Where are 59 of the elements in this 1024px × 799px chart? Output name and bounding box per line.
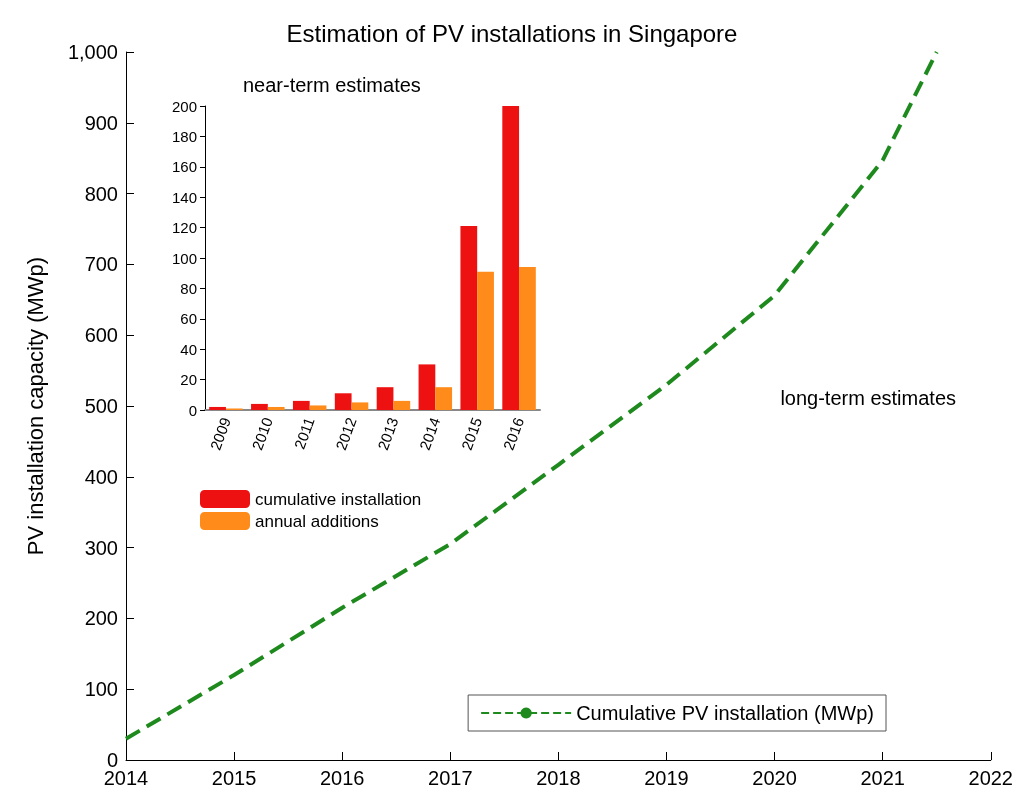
x-tick-label: 2017 (428, 767, 473, 789)
x-tick-label: 2010 (248, 415, 276, 453)
bar (251, 403, 268, 410)
annotation: long-term estimates (780, 387, 957, 409)
chart-title: Estimation of PV installations in Singapore (286, 19, 738, 47)
y-tick-label: 140 (171, 188, 197, 206)
legend-label: Cumulative PV installation (MWp) (576, 702, 874, 724)
x-tick-label: 2009 (206, 415, 234, 453)
y-tick-label: 500 (84, 395, 118, 417)
y-tick-label: 400 (84, 465, 118, 488)
bar (418, 364, 436, 410)
y-tick-label: 160 (171, 158, 197, 176)
y-tick-label: 100 (171, 249, 197, 267)
legend-label: annual additions (255, 511, 379, 531)
bar (502, 106, 520, 410)
y-axis-title: PV installation capacity (MWp) (22, 256, 48, 556)
y-tick-label: 1,000 (67, 41, 118, 63)
bar (477, 271, 494, 410)
y-tick-label: 800 (84, 182, 118, 205)
x-tick-label: 2021 (860, 767, 905, 789)
x-tick-label: 2022 (968, 767, 1013, 789)
bar (435, 387, 453, 410)
bar (209, 406, 226, 410)
y-tick-label: 100 (84, 678, 118, 701)
x-tick-label: 2016 (499, 415, 528, 453)
x-tick-label: 2015 (457, 415, 486, 453)
y-tick-label: 60 (180, 310, 197, 328)
y-tick-label: 700 (84, 253, 118, 276)
bar (309, 405, 327, 410)
x-tick-label: 2016 (319, 767, 365, 789)
x-tick-label: 2018 (536, 767, 581, 789)
y-tick-label: 120 (171, 219, 197, 237)
x-tick-label: 2013 (374, 415, 402, 453)
bar (267, 406, 285, 410)
x-tick-label: 2014 (415, 415, 444, 453)
x-tick-label: 2020 (752, 767, 797, 789)
x-tick-label: 2015 (211, 767, 257, 789)
chart-title: near-term estimates (243, 74, 421, 96)
bar (393, 400, 411, 410)
y-tick-label: 20 (180, 371, 197, 389)
y-tick-label: 180 (171, 127, 197, 145)
y-tick-label: 600 (84, 324, 118, 347)
bar (519, 267, 536, 410)
bar (376, 387, 394, 410)
bar (292, 400, 310, 410)
y-tick-label: 200 (84, 607, 118, 630)
y-tick-label: 900 (84, 111, 118, 134)
bar (460, 226, 478, 410)
y-tick-label: 80 (180, 279, 197, 297)
y-tick-label: 200 (171, 97, 197, 115)
y-tick-label: 300 (84, 536, 118, 559)
y-tick-label: 40 (180, 340, 197, 358)
x-tick-label: 2019 (644, 767, 689, 789)
bar (351, 402, 369, 410)
x-tick-label: 2011 (290, 415, 318, 452)
legend-label: cumulative installation (255, 489, 422, 509)
y-tick-label: 0 (188, 401, 197, 419)
bar (334, 393, 352, 410)
x-tick-label: 2012 (332, 415, 360, 453)
